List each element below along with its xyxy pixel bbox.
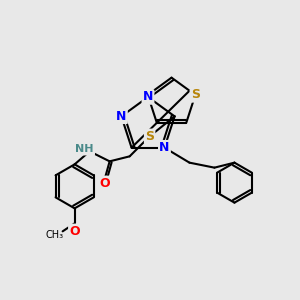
Text: S: S bbox=[191, 88, 200, 101]
Text: N: N bbox=[143, 91, 153, 103]
Text: O: O bbox=[69, 225, 80, 238]
Text: N: N bbox=[159, 141, 170, 154]
Text: N: N bbox=[116, 110, 127, 123]
Text: NH: NH bbox=[75, 144, 94, 154]
Text: S: S bbox=[145, 130, 154, 143]
Text: CH₃: CH₃ bbox=[46, 230, 64, 240]
Text: O: O bbox=[99, 177, 110, 190]
